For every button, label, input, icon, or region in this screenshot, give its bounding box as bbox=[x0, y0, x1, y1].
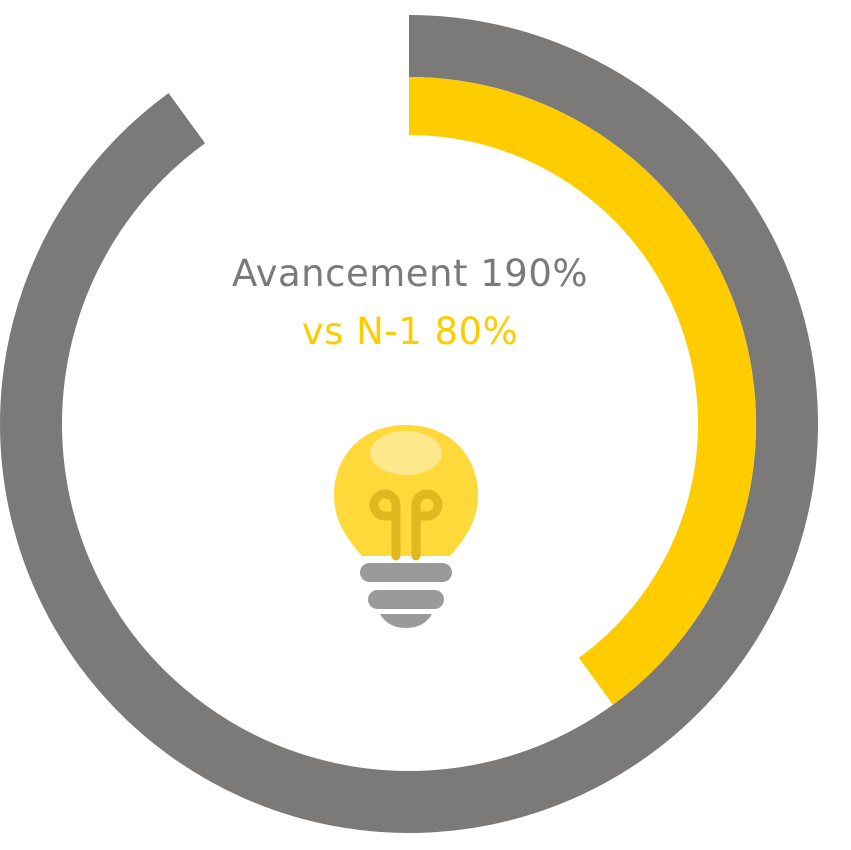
lightbulb-icon bbox=[334, 425, 478, 628]
outer-ring-progress bbox=[0, 15, 818, 833]
comparison-label: vs N-1 80% bbox=[301, 310, 519, 353]
inner-ring-progress bbox=[408, 77, 756, 705]
progress-label: Avancement 190% bbox=[231, 252, 589, 295]
